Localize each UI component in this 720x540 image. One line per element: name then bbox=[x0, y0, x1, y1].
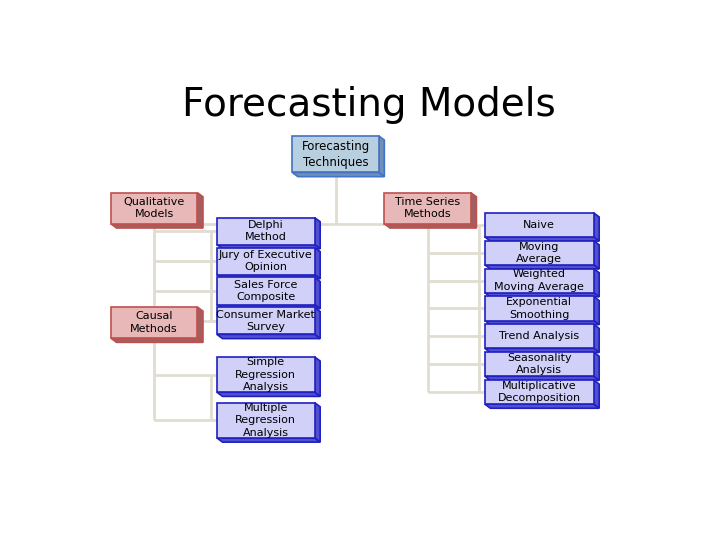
FancyBboxPatch shape bbox=[485, 352, 593, 376]
Polygon shape bbox=[485, 376, 599, 380]
FancyBboxPatch shape bbox=[111, 307, 197, 338]
Text: Consumer Market
Survey: Consumer Market Survey bbox=[216, 310, 315, 332]
Polygon shape bbox=[485, 265, 599, 269]
FancyBboxPatch shape bbox=[485, 296, 593, 321]
Text: Simple
Regression
Analysis: Simple Regression Analysis bbox=[235, 357, 296, 392]
Polygon shape bbox=[315, 403, 320, 442]
Polygon shape bbox=[485, 404, 599, 408]
FancyBboxPatch shape bbox=[217, 218, 315, 245]
Polygon shape bbox=[217, 392, 320, 396]
FancyBboxPatch shape bbox=[217, 278, 315, 305]
Text: Causal
Methods: Causal Methods bbox=[130, 312, 178, 334]
Polygon shape bbox=[471, 193, 477, 228]
Polygon shape bbox=[315, 278, 320, 309]
Polygon shape bbox=[217, 305, 320, 309]
Text: Weighted
Moving Average: Weighted Moving Average bbox=[494, 269, 584, 292]
Polygon shape bbox=[315, 307, 320, 339]
Polygon shape bbox=[217, 274, 320, 279]
Text: Jury of Executive
Opinion: Jury of Executive Opinion bbox=[219, 250, 312, 272]
Polygon shape bbox=[485, 237, 599, 241]
FancyBboxPatch shape bbox=[485, 324, 593, 348]
Text: Moving
Average: Moving Average bbox=[516, 241, 562, 264]
Polygon shape bbox=[217, 438, 320, 442]
FancyBboxPatch shape bbox=[217, 247, 315, 274]
Polygon shape bbox=[593, 241, 599, 269]
Polygon shape bbox=[384, 224, 477, 228]
Text: Delphi
Method: Delphi Method bbox=[245, 220, 287, 242]
Polygon shape bbox=[315, 247, 320, 279]
Polygon shape bbox=[593, 324, 599, 353]
FancyBboxPatch shape bbox=[217, 307, 315, 334]
Polygon shape bbox=[593, 268, 599, 297]
Polygon shape bbox=[485, 293, 599, 297]
Text: Seasonality
Analysis: Seasonality Analysis bbox=[507, 353, 572, 375]
Polygon shape bbox=[593, 296, 599, 325]
FancyBboxPatch shape bbox=[217, 403, 315, 438]
Text: Time Series
Methods: Time Series Methods bbox=[395, 197, 460, 219]
FancyBboxPatch shape bbox=[485, 241, 593, 265]
FancyBboxPatch shape bbox=[485, 213, 593, 237]
FancyBboxPatch shape bbox=[217, 357, 315, 392]
Text: Multiple
Regression
Analysis: Multiple Regression Analysis bbox=[235, 403, 296, 438]
Text: Exponential
Smoothing: Exponential Smoothing bbox=[506, 297, 572, 320]
Text: Sales Force
Composite: Sales Force Composite bbox=[234, 280, 297, 302]
Polygon shape bbox=[197, 307, 203, 342]
Text: Forecasting
Techniques: Forecasting Techniques bbox=[302, 140, 369, 168]
FancyBboxPatch shape bbox=[384, 193, 471, 224]
Text: Trend Analysis: Trend Analysis bbox=[499, 332, 580, 341]
Polygon shape bbox=[593, 352, 599, 380]
Text: Forecasting Models: Forecasting Models bbox=[182, 85, 556, 124]
Text: Naive: Naive bbox=[523, 220, 555, 230]
Polygon shape bbox=[292, 172, 384, 177]
Polygon shape bbox=[379, 136, 384, 177]
Text: Qualitative
Models: Qualitative Models bbox=[124, 197, 185, 219]
Text: Multiplicative
Decomposition: Multiplicative Decomposition bbox=[498, 381, 581, 403]
Polygon shape bbox=[593, 380, 599, 408]
Polygon shape bbox=[111, 224, 203, 228]
FancyBboxPatch shape bbox=[292, 136, 379, 172]
Polygon shape bbox=[485, 321, 599, 325]
Polygon shape bbox=[197, 193, 203, 228]
FancyBboxPatch shape bbox=[485, 380, 593, 404]
Polygon shape bbox=[315, 218, 320, 249]
Polygon shape bbox=[111, 338, 203, 342]
FancyBboxPatch shape bbox=[485, 268, 593, 293]
FancyBboxPatch shape bbox=[111, 193, 197, 224]
Polygon shape bbox=[217, 245, 320, 249]
Polygon shape bbox=[485, 348, 599, 353]
Polygon shape bbox=[315, 357, 320, 396]
Polygon shape bbox=[593, 213, 599, 241]
Polygon shape bbox=[217, 334, 320, 339]
